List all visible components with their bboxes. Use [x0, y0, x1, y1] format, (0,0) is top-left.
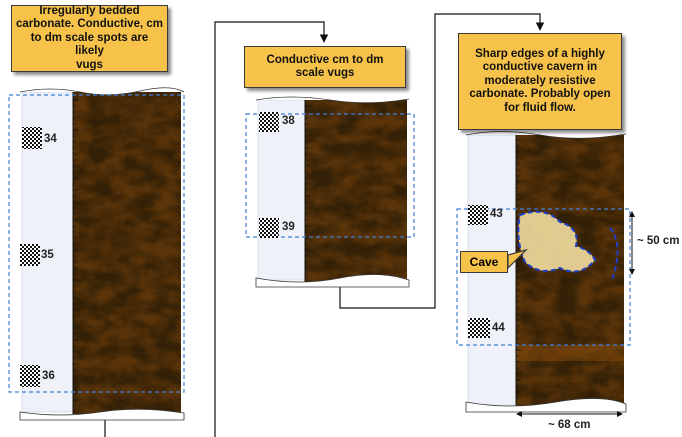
middle-torn-bottom — [255, 274, 410, 288]
right-torn-top — [465, 131, 627, 139]
depth-marker-44-checker — [468, 318, 490, 338]
depth-label-43: 43 — [490, 208, 503, 220]
middle-log-panel — [245, 96, 415, 288]
depth-label-39: 39 — [282, 221, 295, 233]
callout-middle: Conductive cm to dm scale vugs — [244, 46, 406, 88]
right-torn-bottom — [465, 398, 627, 413]
connector-lines — [104, 13, 545, 437]
cave-outline — [517, 210, 597, 273]
width-dimension-label: ~ 68 cm — [548, 419, 591, 431]
depth-marker-34-checker — [22, 127, 42, 149]
depth-marker-36-checker — [20, 365, 40, 387]
callout-right: Sharp edges of a highly conductive caver… — [458, 33, 622, 130]
cave-highlight — [518, 211, 595, 272]
left-axis-ticks — [73, 99, 78, 407]
depth-marker-35-checker — [20, 244, 40, 266]
depth-label-34: 34 — [44, 133, 57, 145]
middle-axis-ticks — [305, 105, 310, 275]
connector-middle-to-right — [339, 13, 545, 309]
cave-outline-edge — [609, 227, 619, 281]
height-dimension-label: ~ 50 cm — [637, 235, 680, 247]
depth-label-36: 36 — [42, 370, 55, 382]
middle-dashed-interval-box — [245, 113, 415, 238]
connector-left-to-middle — [104, 21, 324, 437]
left-dashed-interval-box — [8, 94, 185, 393]
callout-left: Irregularly bedded carbonate. Conductive… — [11, 5, 168, 72]
depth-label-38: 38 — [282, 115, 295, 127]
left-borehole-image — [73, 92, 181, 414]
depth-marker-43-checker — [468, 205, 488, 225]
depth-marker-38-checker — [259, 112, 279, 132]
cave-label: Cave — [460, 251, 508, 273]
depth-label-44: 44 — [492, 322, 505, 334]
cave-pointer — [507, 248, 529, 270]
middle-torn-top — [255, 96, 410, 104]
right-lower-band — [516, 345, 624, 361]
depth-label-35: 35 — [41, 249, 54, 261]
depth-marker-39-checker — [259, 218, 279, 238]
left-log-panel — [8, 87, 185, 421]
left-torn-bottom — [19, 408, 185, 421]
right-dashed-interval-box — [456, 208, 631, 346]
middle-borehole-image — [305, 100, 407, 282]
right-log-panel — [456, 131, 635, 417]
